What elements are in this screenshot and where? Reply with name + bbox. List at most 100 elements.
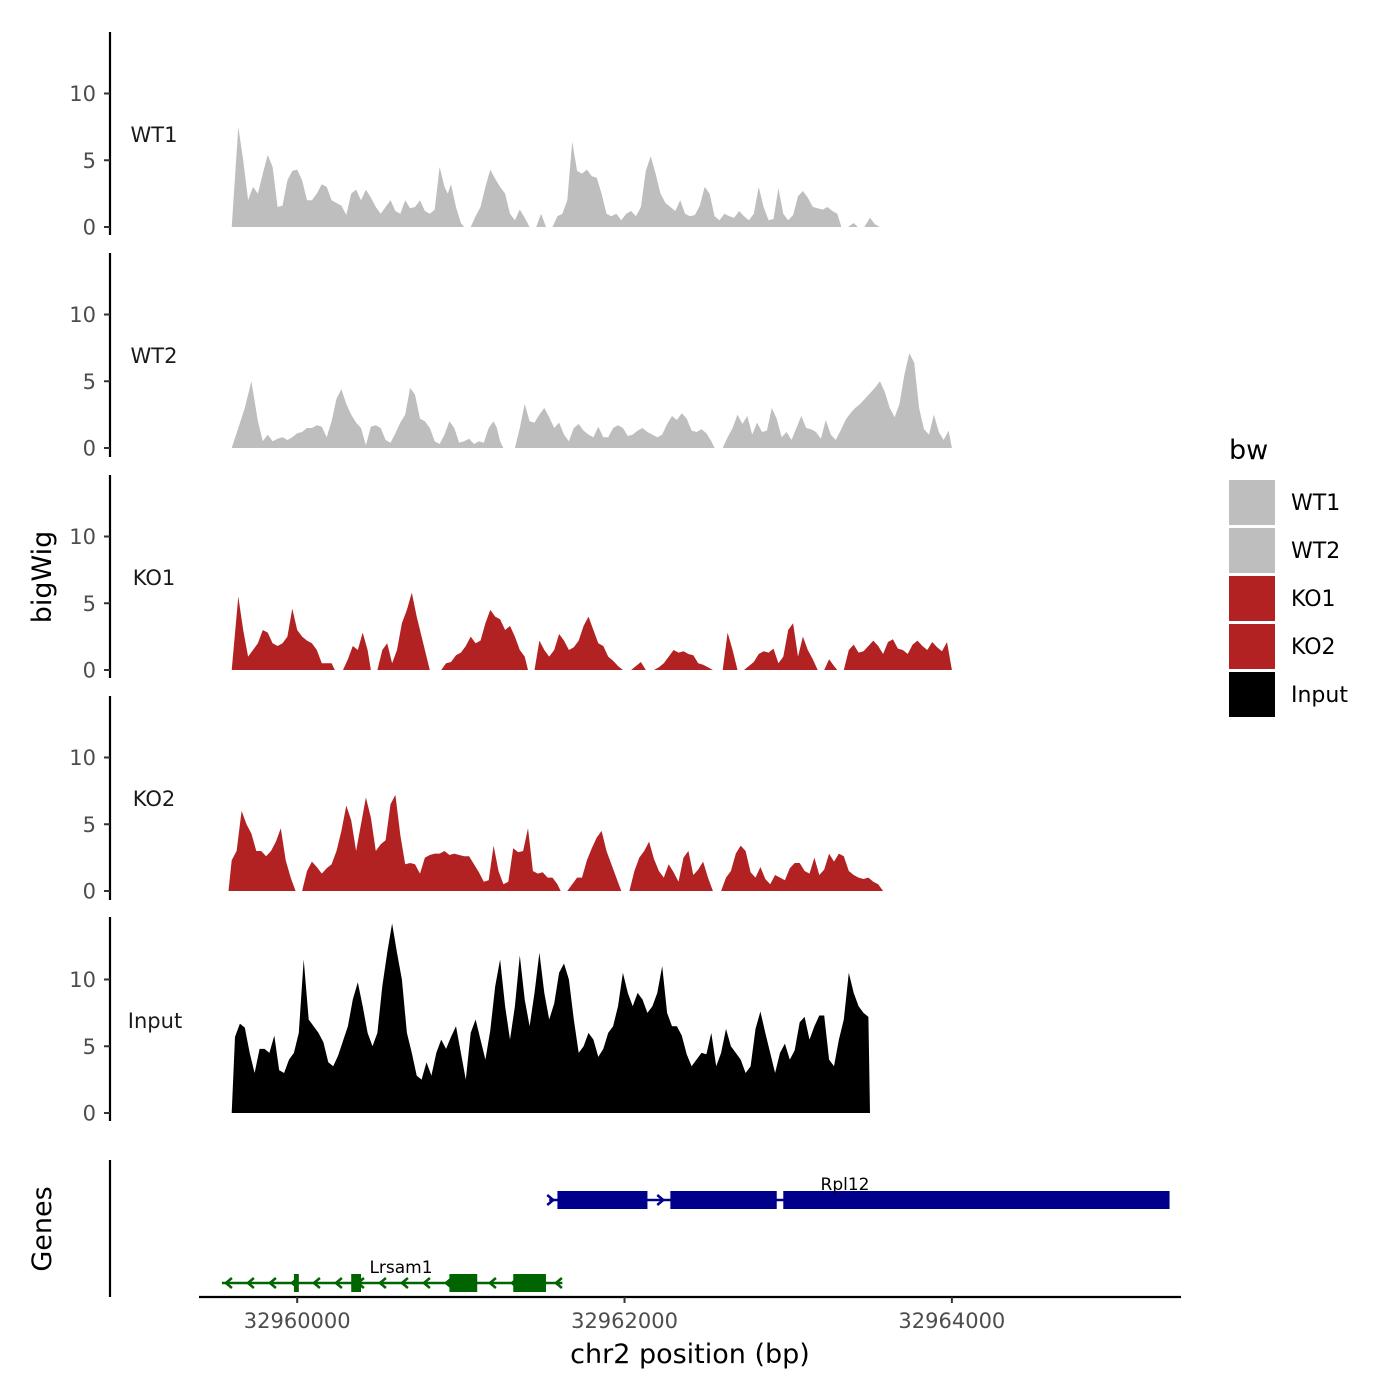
x-tick-label: 32962000 [571,1309,678,1333]
y-tick-label: 0 [83,437,96,461]
legend-label: WT2 [1291,539,1340,564]
legend-item-input: Input [1229,672,1348,717]
coverage-area-ko1 [654,650,713,670]
coverage-area-wt1 [536,213,546,227]
legend-label: KO1 [1291,587,1336,612]
coverage-area-ko1 [441,609,528,670]
coverage-area-ko2 [567,830,622,891]
track-input: 0 5 10 Input [69,917,870,1126]
y-tick-label: 5 [83,813,96,837]
genes-panel: Lrsam1 Rpl12 [108,1160,1170,1297]
legend-swatch [1229,672,1275,717]
coverage-area-wt1 [470,169,530,227]
exon [783,1191,1170,1209]
legend-swatch [1229,576,1275,621]
coverage-area-ko1 [843,639,952,670]
legend: bw WT1 WT2 KO1 KO2 Input [1229,435,1348,717]
y-axis-title-bigwig: bigWig [27,531,58,624]
strand-arrow [399,1277,409,1289]
y-tick-label: 10 [69,525,96,549]
track-wt1: 0 5 10 WT1 [69,32,880,240]
track-label-input: Input [128,1009,182,1033]
coverage-area-ko1 [631,662,646,670]
legend-item-wt2: WT2 [1229,528,1340,573]
legend-swatch [1229,624,1275,669]
exon [449,1274,478,1292]
coverage-area-ko1 [343,632,371,670]
x-axis-title: chr2 position (bp) [570,1339,810,1370]
track-wt2: 0 5 10 WT2 [69,253,952,461]
strand-arrow [245,1277,255,1289]
coverage-area-ko2 [302,794,561,891]
track-ko1: 0 5 10 KO1 [69,475,952,683]
y-tick-label: 0 [83,216,96,240]
y-tick-label: 5 [83,1035,96,1059]
coverage-area-wt1 [864,217,880,227]
gene-lrsam1: Lrsam1 [221,1258,563,1292]
exon [351,1274,362,1292]
exon [513,1274,546,1292]
legend-label: WT1 [1291,491,1340,516]
exon [293,1274,299,1292]
track-ko2: 0 5 10 KO2 [69,696,884,904]
coverage-area-ko1 [534,616,623,670]
strand-arrow [377,1277,387,1289]
legend-swatch [1229,480,1275,525]
coverage-area-ko1 [744,623,818,670]
coverage-area-ko1 [722,632,738,670]
x-tick-label: 32960000 [244,1309,351,1333]
coverage-area-wt2 [514,403,715,448]
strand-arrow [656,1194,666,1206]
strand-arrow [553,1277,563,1289]
y-tick-label: 10 [69,82,96,106]
y-tick-label: 5 [83,592,96,616]
gene-label: Rpl12 [821,1175,870,1195]
y-tick-label: 0 [83,880,96,904]
strand-arrow [487,1277,497,1289]
coverage-area-input [231,923,870,1113]
y-tick-label: 5 [83,370,96,394]
coverage-area-wt1 [231,126,465,227]
coverage-area-wt1 [847,223,858,227]
legend-title: bw [1229,435,1268,466]
strand-arrow [311,1277,321,1289]
legend-swatch [1229,528,1275,573]
legend-label: KO2 [1291,635,1336,660]
track-label-ko1: KO1 [133,566,176,590]
legend-label: Input [1291,683,1348,708]
y-axis-title-genes: Genes [27,1186,58,1271]
exon [557,1191,648,1209]
strand-arrow [546,1194,556,1206]
y-tick-label: 10 [69,746,96,770]
coverage-area-ko1 [377,592,430,670]
bigwig-tracks: 0 5 10 WT1 0 5 10 WT2 0 5 10 KO1 0 5 10 KO2 0 5 10 Input [69,32,952,1126]
coverage-area-ko1 [824,659,838,670]
coverage-area-wt2 [231,381,504,448]
strand-arrow [267,1277,277,1289]
track-label-wt2: WT2 [131,344,178,368]
legend-item-ko1: KO1 [1229,576,1336,621]
gene-label: Lrsam1 [369,1258,432,1278]
y-tick-label: 0 [83,659,96,683]
x-axis: 32960000 32962000 32964000 [199,1295,1181,1333]
coverage-area-ko2 [228,810,296,891]
coverage-area-wt2 [722,353,952,448]
track-label-wt1: WT1 [131,123,178,147]
y-tick-label: 0 [83,1102,96,1126]
x-tick-label: 32964000 [898,1309,1005,1333]
legend-item-ko2: KO2 [1229,624,1336,669]
strand-arrow [421,1277,431,1289]
coverage-area-ko2 [629,841,713,891]
strand-arrow [223,1277,233,1289]
exon [670,1191,777,1209]
coverage-area-wt1 [552,141,842,227]
gene-rpl12: Rpl12 [546,1175,1170,1209]
coverage-area-ko2 [721,845,884,891]
y-tick-label: 10 [69,968,96,992]
legend-item-wt1: WT1 [1229,480,1340,525]
track-label-ko2: KO2 [133,787,176,811]
strand-arrow [333,1277,343,1289]
y-tick-label: 10 [69,303,96,327]
coverage-area-ko1 [231,596,335,670]
